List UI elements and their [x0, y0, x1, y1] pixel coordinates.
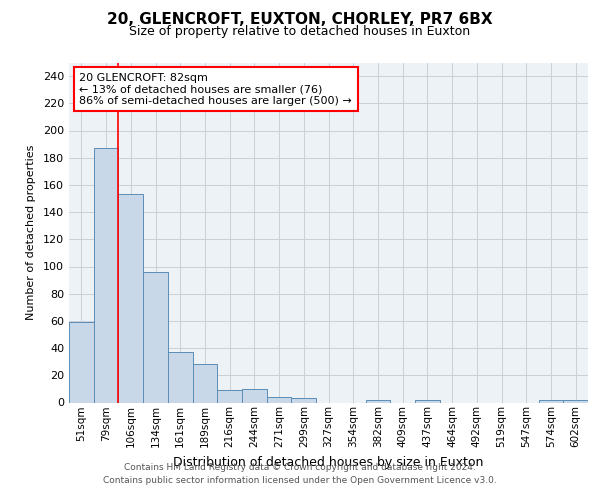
Text: 20 GLENCROFT: 82sqm
← 13% of detached houses are smaller (76)
86% of semi-detach: 20 GLENCROFT: 82sqm ← 13% of detached ho…	[79, 72, 352, 106]
Bar	[242, 389, 267, 402]
Text: 20, GLENCROFT, EUXTON, CHORLEY, PR7 6BX: 20, GLENCROFT, EUXTON, CHORLEY, PR7 6BX	[107, 12, 493, 28]
Bar	[94, 148, 118, 403]
X-axis label: Distribution of detached houses by size in Euxton: Distribution of detached houses by size …	[173, 456, 484, 468]
Text: Contains public sector information licensed under the Open Government Licence v3: Contains public sector information licen…	[103, 476, 497, 485]
Bar	[217, 390, 242, 402]
Text: Size of property relative to detached houses in Euxton: Size of property relative to detached ho…	[130, 25, 470, 38]
Bar	[563, 400, 588, 402]
Bar	[69, 322, 94, 402]
Bar	[193, 364, 217, 403]
Bar	[267, 397, 292, 402]
Text: Contains HM Land Registry data © Crown copyright and database right 2024.: Contains HM Land Registry data © Crown c…	[124, 464, 476, 472]
Bar	[168, 352, 193, 403]
Bar	[118, 194, 143, 402]
Bar	[539, 400, 563, 402]
Bar	[415, 400, 440, 402]
Bar	[143, 272, 168, 402]
Bar	[365, 400, 390, 402]
Y-axis label: Number of detached properties: Number of detached properties	[26, 145, 36, 320]
Bar	[292, 398, 316, 402]
